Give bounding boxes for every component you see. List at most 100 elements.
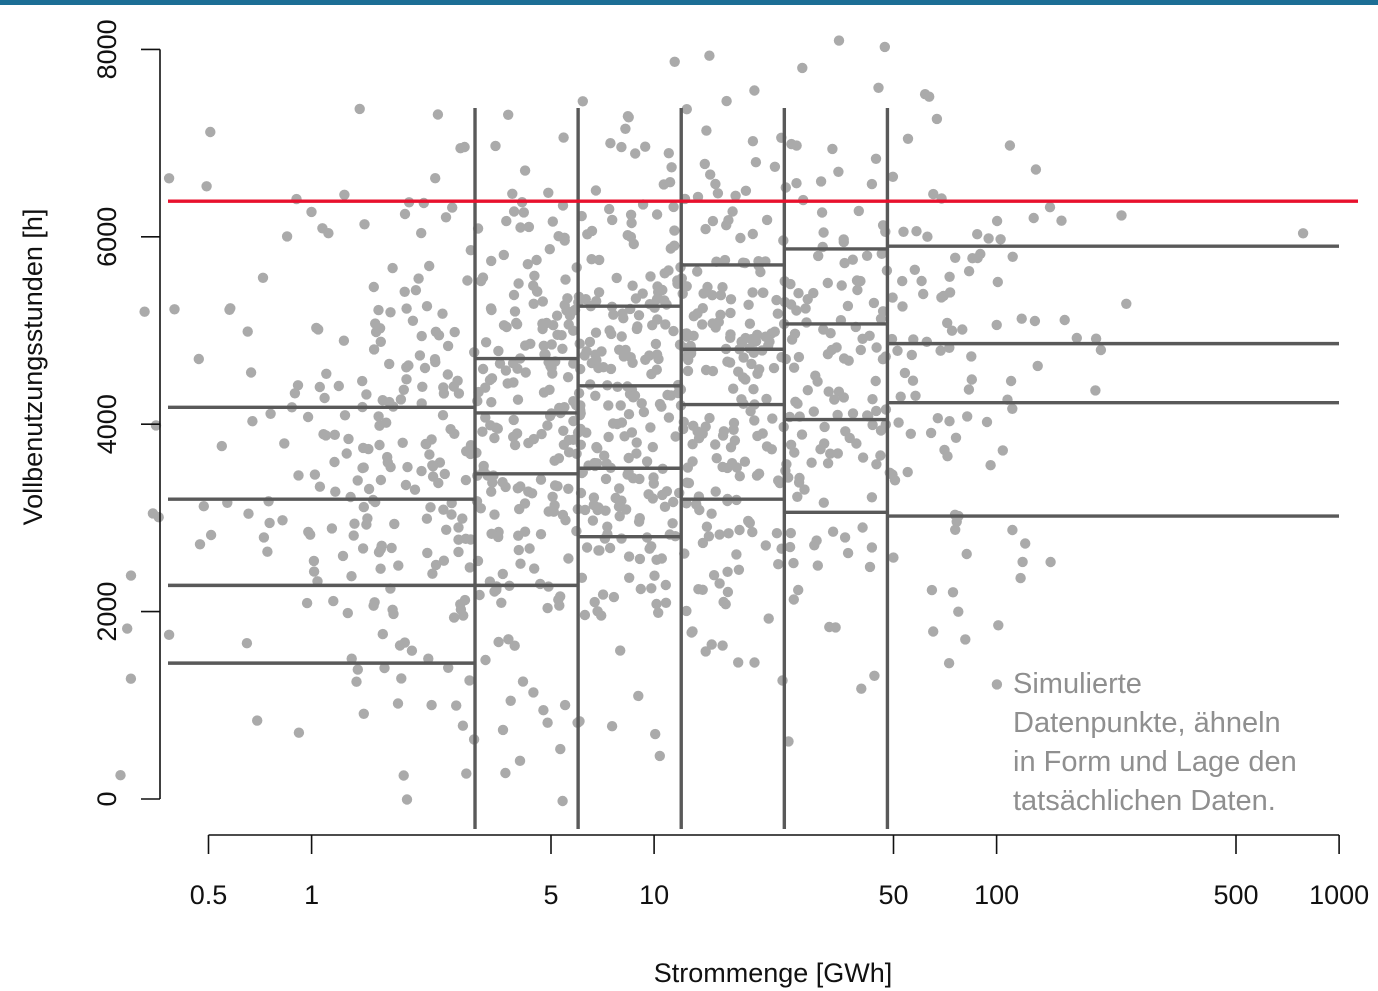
data-point: [905, 428, 916, 439]
data-point: [478, 460, 489, 472]
data-point: [819, 421, 830, 433]
data-point: [375, 336, 386, 347]
data-point: [555, 743, 566, 755]
data-point: [1059, 314, 1070, 326]
data-point: [662, 389, 673, 401]
data-point: [376, 540, 387, 551]
data-point: [523, 486, 534, 497]
data-point: [869, 670, 880, 681]
data-point: [525, 338, 536, 349]
data-point: [652, 281, 663, 292]
annotation-line: Datenpunkte, ähneln: [1013, 707, 1281, 739]
data-point: [991, 679, 1003, 690]
data-point: [697, 319, 708, 330]
data-point: [604, 203, 615, 215]
data-point: [623, 452, 634, 464]
data-point: [243, 508, 254, 519]
annotation-line: Simulierte: [1013, 668, 1142, 700]
data-point: [477, 426, 488, 437]
data-point: [669, 56, 680, 67]
data-point: [346, 571, 357, 582]
data-point: [897, 301, 908, 312]
data-point: [536, 428, 547, 440]
data-point: [553, 453, 565, 464]
data-point: [289, 388, 301, 399]
data-point: [368, 281, 379, 293]
data-point: [409, 484, 421, 495]
data-point: [201, 181, 212, 192]
data-point: [749, 85, 760, 96]
data-point: [733, 564, 745, 575]
data-point: [697, 584, 708, 595]
data-point: [717, 430, 729, 441]
data-point: [517, 676, 529, 687]
data-point: [667, 518, 678, 529]
data-point: [424, 449, 435, 460]
data-point: [623, 551, 635, 562]
data-point: [740, 332, 751, 344]
data-point: [389, 518, 400, 530]
data-point: [800, 303, 811, 314]
data-point: [943, 658, 955, 669]
data-point: [486, 397, 497, 408]
annotation-line: tatsächlichen Daten.: [1013, 785, 1276, 817]
data-point: [613, 501, 625, 512]
data-point: [833, 166, 844, 177]
data-point: [328, 595, 339, 607]
data-point: [339, 189, 350, 200]
data-point: [871, 459, 882, 470]
data-point: [717, 282, 728, 293]
data-point: [725, 332, 736, 343]
data-point: [193, 353, 204, 365]
data-point: [535, 474, 547, 485]
data-point: [423, 653, 434, 664]
data-point: [555, 591, 566, 602]
data-point: [838, 236, 849, 248]
data-point: [963, 384, 975, 395]
data-point: [1044, 202, 1056, 213]
data-point: [620, 344, 631, 356]
data-point: [591, 355, 602, 366]
data-point: [972, 229, 983, 240]
data-point: [855, 344, 866, 356]
data-point: [650, 338, 662, 350]
data-point: [788, 557, 799, 569]
data-point: [357, 543, 369, 554]
data-point: [909, 264, 920, 275]
data-point: [962, 411, 973, 422]
data-point: [461, 768, 472, 779]
data-point: [926, 584, 938, 596]
data-point: [723, 215, 734, 226]
data-point: [843, 355, 854, 366]
data-point: [797, 62, 808, 74]
data-point: [557, 509, 569, 521]
data-point: [700, 364, 712, 376]
data-point: [577, 96, 588, 107]
data-point: [747, 287, 758, 298]
data-point: [568, 415, 579, 427]
data-point: [753, 468, 765, 479]
data-point: [649, 570, 660, 581]
data-point: [864, 561, 876, 573]
data-point: [788, 362, 800, 373]
data-point: [242, 326, 253, 337]
data-point: [339, 410, 351, 421]
data-point: [523, 221, 535, 233]
data-point: [942, 451, 953, 462]
data-point: [457, 720, 469, 731]
data-point: [309, 469, 321, 480]
data-point: [789, 328, 801, 339]
data-point: [1030, 164, 1042, 175]
data-point: [437, 410, 449, 421]
data-point: [886, 333, 898, 345]
data-point: [377, 395, 388, 406]
data-point: [606, 721, 618, 732]
data-point: [407, 315, 419, 326]
data-point: [475, 503, 486, 514]
data-point: [1071, 332, 1083, 344]
data-point: [734, 471, 745, 482]
data-point: [825, 448, 836, 459]
data-point: [593, 287, 605, 298]
data-point: [205, 126, 216, 138]
